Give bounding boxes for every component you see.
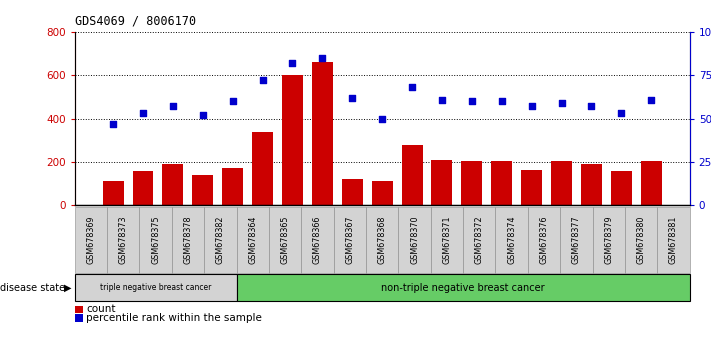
Bar <box>551 161 572 205</box>
Text: GSM678367: GSM678367 <box>346 216 354 264</box>
Text: GSM678373: GSM678373 <box>119 216 128 264</box>
Bar <box>372 182 392 205</box>
Text: GSM678376: GSM678376 <box>540 216 548 264</box>
Point <box>496 98 508 104</box>
Bar <box>102 182 124 205</box>
Text: GSM678372: GSM678372 <box>475 216 483 264</box>
Text: GSM678370: GSM678370 <box>410 216 419 264</box>
Text: ▶: ▶ <box>63 282 71 293</box>
Bar <box>641 161 662 205</box>
Text: percentile rank within the sample: percentile rank within the sample <box>86 313 262 323</box>
Bar <box>223 169 243 205</box>
Text: non-triple negative breast cancer: non-triple negative breast cancer <box>381 282 545 293</box>
Text: GSM678366: GSM678366 <box>313 216 322 264</box>
Point <box>466 98 478 104</box>
Point <box>586 104 597 109</box>
Bar <box>162 164 183 205</box>
Bar <box>491 161 512 205</box>
Text: GSM678378: GSM678378 <box>183 216 193 264</box>
Point <box>407 85 418 90</box>
Point <box>197 112 208 118</box>
Text: triple negative breast cancer: triple negative breast cancer <box>100 283 211 292</box>
Text: GSM678365: GSM678365 <box>281 216 289 264</box>
Point <box>526 104 538 109</box>
Text: GSM678369: GSM678369 <box>86 216 95 264</box>
Bar <box>132 171 154 205</box>
Bar <box>611 171 632 205</box>
Point <box>287 60 298 66</box>
Text: GSM678380: GSM678380 <box>636 216 646 264</box>
Bar <box>432 160 452 205</box>
Bar <box>342 179 363 205</box>
Bar <box>192 175 213 205</box>
Point <box>137 110 149 116</box>
Point <box>616 110 627 116</box>
Point <box>377 116 388 121</box>
Point <box>646 97 657 102</box>
Text: GSM678371: GSM678371 <box>442 216 451 264</box>
Text: GDS4069 / 8006170: GDS4069 / 8006170 <box>75 14 196 27</box>
Text: GSM678379: GSM678379 <box>604 216 614 264</box>
Bar <box>312 62 333 205</box>
Point <box>227 98 238 104</box>
Text: GSM678375: GSM678375 <box>151 216 160 264</box>
Bar <box>402 144 422 205</box>
Bar <box>581 164 602 205</box>
Text: GSM678364: GSM678364 <box>248 216 257 264</box>
Point <box>316 55 328 61</box>
Point <box>437 97 448 102</box>
Text: count: count <box>86 304 115 314</box>
Point <box>167 104 178 109</box>
Text: GSM678374: GSM678374 <box>507 216 516 264</box>
Text: GSM678368: GSM678368 <box>378 216 387 264</box>
Bar <box>252 132 273 205</box>
Bar <box>282 75 303 205</box>
Point <box>556 100 567 106</box>
Point <box>107 121 119 127</box>
Bar <box>461 161 482 205</box>
Text: disease state: disease state <box>0 282 65 293</box>
Point <box>346 95 358 101</box>
Text: GSM678377: GSM678377 <box>572 216 581 264</box>
Bar <box>521 170 542 205</box>
Point <box>257 78 268 83</box>
Text: GSM678382: GSM678382 <box>216 216 225 264</box>
Text: GSM678381: GSM678381 <box>669 216 678 264</box>
